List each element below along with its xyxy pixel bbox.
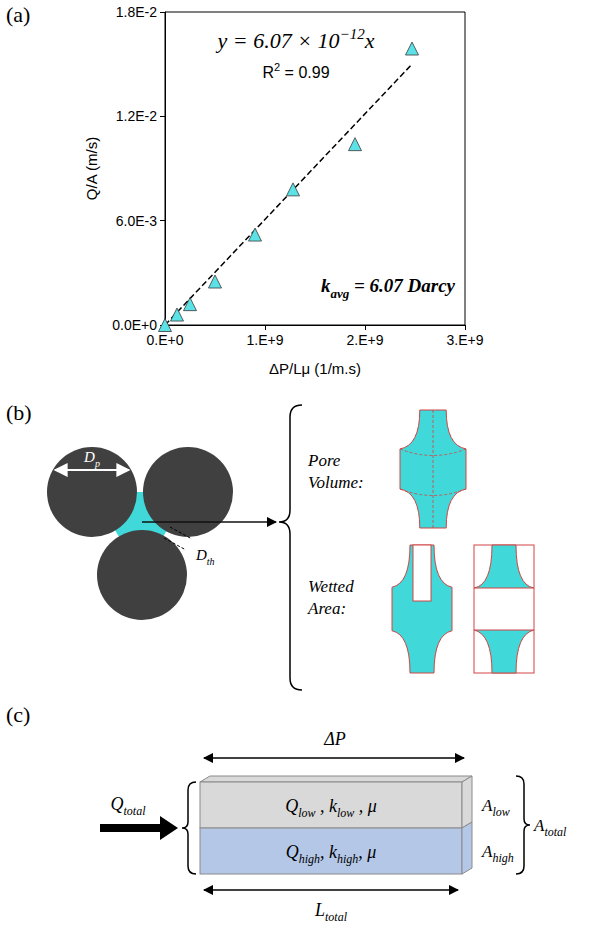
svg-text:Qhigh, khigh, μ: Qhigh, khigh, μ — [286, 842, 377, 866]
svg-text:(c): (c) — [6, 702, 30, 727]
svg-text:Wetted: Wetted — [308, 577, 354, 596]
svg-text:2.E+9: 2.E+9 — [347, 332, 384, 348]
svg-text:Ahigh: Ahigh — [481, 842, 514, 865]
svg-text:Qlow , klow , μ: Qlow , klow , μ — [285, 796, 377, 820]
svg-text:Pore: Pore — [307, 451, 341, 470]
svg-text:ΔP: ΔP — [323, 729, 346, 749]
svg-text:Dp: Dp — [83, 449, 100, 469]
svg-text:6.0E-3: 6.0E-3 — [116, 213, 157, 229]
svg-text:(b): (b) — [6, 400, 32, 425]
svg-text:Dth: Dth — [195, 547, 215, 567]
svg-text:(a): (a) — [6, 2, 30, 27]
svg-text:1.2E-2: 1.2E-2 — [116, 108, 157, 124]
svg-text:0.0E+0: 0.0E+0 — [112, 317, 157, 333]
svg-text:Atotal: Atotal — [533, 816, 567, 839]
svg-text:kavg = 6.07 Darcy: kavg = 6.07 Darcy — [321, 275, 456, 301]
svg-text:Q/A (m/s): Q/A (m/s) — [83, 137, 100, 200]
svg-text:R2 = 0.99: R2 = 0.99 — [262, 61, 329, 81]
svg-text:Area:: Area: — [307, 599, 346, 618]
svg-text:Qtotal: Qtotal — [110, 794, 146, 818]
svg-text:Alow: Alow — [481, 796, 510, 819]
svg-text:Ltotal: Ltotal — [314, 900, 348, 924]
svg-text:ΔP/Lμ (1/m.s): ΔP/Lμ (1/m.s) — [269, 360, 361, 377]
svg-text:1.E+9: 1.E+9 — [247, 332, 284, 348]
svg-text:0.E+0: 0.E+0 — [147, 332, 184, 348]
svg-text:1.8E-2: 1.8E-2 — [116, 4, 157, 20]
svg-text:y = 6.07 × 10−12x: y = 6.07 × 10−12x — [216, 26, 375, 53]
svg-text:Volume:: Volume: — [308, 473, 364, 492]
svg-text:3.E+9: 3.E+9 — [447, 332, 484, 348]
